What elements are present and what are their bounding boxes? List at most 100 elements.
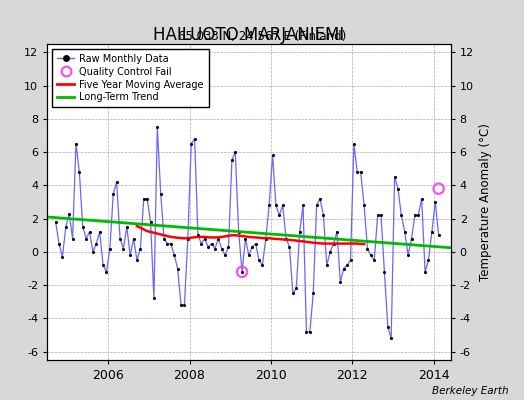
Point bbox=[374, 212, 382, 218]
Point bbox=[333, 229, 341, 235]
Point bbox=[82, 235, 90, 242]
Point bbox=[113, 179, 121, 185]
Point bbox=[245, 252, 253, 258]
Point bbox=[302, 328, 311, 335]
Point bbox=[292, 285, 300, 292]
Point bbox=[356, 169, 365, 175]
Point bbox=[350, 140, 358, 147]
Point bbox=[428, 229, 436, 235]
Point bbox=[367, 252, 375, 258]
Point bbox=[58, 254, 67, 260]
Point bbox=[95, 229, 104, 235]
Point bbox=[146, 219, 155, 225]
Point bbox=[102, 269, 111, 275]
Point bbox=[421, 269, 429, 275]
Point bbox=[153, 124, 161, 130]
Point bbox=[119, 245, 128, 252]
Legend: Raw Monthly Data, Quality Control Fail, Five Year Moving Average, Long-Term Tren: Raw Monthly Data, Quality Control Fail, … bbox=[52, 49, 209, 107]
Point bbox=[272, 202, 280, 208]
Point bbox=[173, 265, 182, 272]
Point bbox=[62, 224, 70, 230]
Point bbox=[177, 302, 185, 308]
Point bbox=[387, 335, 396, 342]
Point bbox=[170, 252, 179, 258]
Point bbox=[139, 196, 148, 202]
Point bbox=[136, 245, 145, 252]
Point bbox=[418, 196, 426, 202]
Text: Berkeley Earth: Berkeley Earth bbox=[432, 386, 508, 396]
Point bbox=[109, 190, 117, 197]
Point bbox=[377, 212, 385, 218]
Point bbox=[434, 186, 443, 192]
Point bbox=[211, 245, 219, 252]
Point bbox=[238, 269, 246, 275]
Point bbox=[208, 240, 216, 247]
Point bbox=[194, 232, 202, 238]
Point bbox=[434, 232, 443, 238]
Text: 65.033 N, 24.567 E (Finland): 65.033 N, 24.567 E (Finland) bbox=[178, 30, 346, 43]
Point bbox=[204, 244, 212, 250]
Point bbox=[89, 249, 97, 255]
Point bbox=[143, 196, 151, 202]
Point bbox=[282, 235, 290, 242]
Point bbox=[92, 240, 101, 247]
Point bbox=[370, 257, 378, 264]
Point bbox=[116, 235, 124, 242]
Point bbox=[323, 262, 331, 268]
Point bbox=[150, 295, 158, 302]
Point bbox=[397, 212, 406, 218]
Point bbox=[160, 235, 168, 242]
Point bbox=[326, 249, 334, 255]
Point bbox=[79, 224, 87, 230]
Point bbox=[346, 257, 355, 264]
Point bbox=[106, 245, 114, 252]
Y-axis label: Temperature Anomaly (°C): Temperature Anomaly (°C) bbox=[479, 123, 493, 281]
Point bbox=[241, 235, 249, 242]
Point bbox=[69, 235, 77, 242]
Point bbox=[411, 212, 419, 218]
Point bbox=[55, 240, 63, 247]
Point bbox=[319, 212, 328, 218]
Point bbox=[85, 229, 94, 235]
Point bbox=[133, 257, 141, 264]
Point bbox=[400, 229, 409, 235]
Point bbox=[265, 202, 274, 208]
Point bbox=[424, 257, 433, 264]
Point bbox=[407, 235, 416, 242]
Point bbox=[163, 240, 172, 247]
Point bbox=[217, 245, 226, 252]
Point bbox=[157, 190, 165, 197]
Point bbox=[353, 169, 362, 175]
Point bbox=[183, 235, 192, 242]
Point bbox=[340, 265, 348, 272]
Point bbox=[431, 199, 440, 205]
Point bbox=[309, 290, 318, 297]
Point bbox=[197, 240, 205, 247]
Point bbox=[126, 252, 135, 258]
Point bbox=[285, 244, 293, 250]
Point bbox=[252, 240, 260, 247]
Point bbox=[380, 269, 389, 275]
Point bbox=[316, 196, 324, 202]
Point bbox=[190, 136, 199, 142]
Point bbox=[363, 245, 372, 252]
Point bbox=[394, 186, 402, 192]
Point bbox=[224, 244, 233, 250]
Point bbox=[231, 149, 239, 155]
Point bbox=[289, 290, 297, 297]
Point bbox=[51, 219, 60, 225]
Point bbox=[180, 302, 189, 308]
Point bbox=[279, 202, 287, 208]
Point bbox=[268, 152, 277, 159]
Point bbox=[305, 328, 314, 335]
Point bbox=[390, 174, 399, 180]
Point bbox=[275, 212, 283, 218]
Point bbox=[261, 235, 270, 242]
Point bbox=[72, 140, 80, 147]
Point bbox=[336, 279, 344, 285]
Title: HAILUOTO MARJANIEMI: HAILUOTO MARJANIEMI bbox=[154, 26, 344, 44]
Point bbox=[360, 202, 368, 208]
Point bbox=[248, 244, 256, 250]
Point bbox=[167, 240, 175, 247]
Point bbox=[75, 169, 83, 175]
